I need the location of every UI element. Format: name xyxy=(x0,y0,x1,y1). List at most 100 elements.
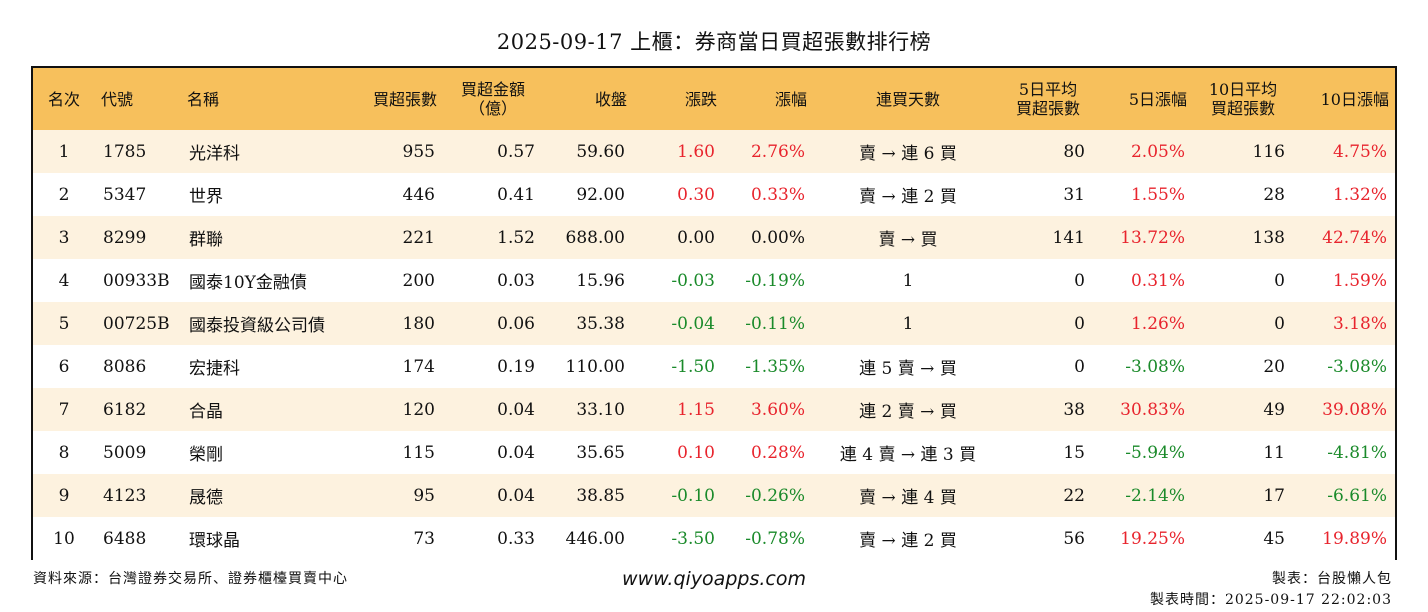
header-pct: 漲幅 xyxy=(774,89,807,109)
cell-streak: 賣 → 連 4 買 xyxy=(859,488,957,508)
cell-change: -3.50 xyxy=(671,528,715,549)
cell-code: 8299 xyxy=(103,227,147,248)
cell-pct: 0.00% xyxy=(750,227,805,248)
cell-avg5: 0 xyxy=(1074,356,1085,377)
cell-pct5: 1.26% xyxy=(1130,313,1185,334)
table-body: 1 1785 光洋科 955 0.57 59.60 1.60 2.76% 賣 → 連 6 買 80… xyxy=(33,130,1395,560)
cell-amount: 0.04 xyxy=(497,399,535,420)
header-change: 漲跌 xyxy=(684,89,717,109)
cell-avg10: 138 xyxy=(1252,227,1285,248)
cell-pct: 0.33% xyxy=(750,184,805,205)
ranking-table: 名次 代號 名稱 買超張數 買超金額 （億） 收盤 漲跌 漲幅 連買天數 5日平… xyxy=(33,68,1395,560)
cell-pct5: 0.31% xyxy=(1130,270,1185,291)
cell-pct: -1.35% xyxy=(745,356,805,377)
cell-close: 92.00 xyxy=(576,184,625,205)
cell-avg5: 80 xyxy=(1063,141,1085,162)
cell-amount: 0.06 xyxy=(497,313,535,334)
cell-close: 35.38 xyxy=(576,313,625,334)
website-link[interactable]: www.qiyoapps.com xyxy=(622,568,806,590)
cell-change: 0.10 xyxy=(677,442,715,463)
cell-net-buy: 115 xyxy=(402,442,435,463)
cell-net-buy: 221 xyxy=(402,227,435,248)
cell-pct10: 1.32% xyxy=(1332,184,1387,205)
cell-amount: 0.41 xyxy=(497,184,535,205)
cell-code: 1785 xyxy=(103,141,147,162)
data-source: 資料來源：台灣證券交易所、證券櫃檯買賣中心 xyxy=(33,571,348,587)
cell-pct: -0.26% xyxy=(745,485,805,506)
header-close: 收盤 xyxy=(594,89,627,109)
cell-net-buy: 955 xyxy=(402,141,435,162)
cell-avg5: 56 xyxy=(1063,528,1085,549)
cell-streak: 賣 → 連 2 買 xyxy=(859,531,957,551)
cell-rank: 7 xyxy=(58,399,70,420)
cell-close: 33.10 xyxy=(576,399,625,420)
cell-rank: 6 xyxy=(58,356,70,377)
cell-streak: 賣 → 買 xyxy=(878,230,938,250)
cell-amount: 0.03 xyxy=(497,270,535,291)
cell-streak: 1 xyxy=(902,313,914,334)
cell-pct: -0.19% xyxy=(745,270,805,291)
cell-pct10: -4.81% xyxy=(1327,442,1387,463)
cell-change: -0.10 xyxy=(671,485,715,506)
cell-avg10: 0 xyxy=(1274,270,1285,291)
cell-name: 合晶 xyxy=(189,402,223,422)
cell-avg5: 0 xyxy=(1074,313,1085,334)
cell-change: -0.03 xyxy=(671,270,715,291)
header-pct10: 10日漲幅 xyxy=(1320,89,1389,109)
cell-pct10: -3.08% xyxy=(1327,356,1387,377)
table-row: 10 6488 環球晶 73 0.33 446.00 -3.50 -0.78% 賣 → 連 2 … xyxy=(33,517,1395,560)
table-row: 5 00725B 國泰投資級公司債 180 0.06 35.38 -0.04 -0.11% 1 0… xyxy=(33,302,1395,345)
cell-net-buy: 446 xyxy=(402,184,435,205)
cell-avg5: 31 xyxy=(1063,184,1085,205)
cell-pct10: 1.59% xyxy=(1332,270,1387,291)
cell-streak: 賣 → 連 6 買 xyxy=(859,144,957,164)
cell-code: 00725B xyxy=(103,313,170,334)
cell-avg5: 0 xyxy=(1074,270,1085,291)
table-row: 6 8086 宏捷科 174 0.19 110.00 -1.50 -1.35% 連 5 賣 → … xyxy=(33,345,1395,388)
table-row: 8 5009 榮剛 115 0.04 35.65 0.10 0.28% 連 4 賣 → 連 3 … xyxy=(33,431,1395,474)
cell-amount: 0.33 xyxy=(497,528,535,549)
cell-name: 晟德 xyxy=(189,488,223,508)
table-header-row: 名次 代號 名稱 買超張數 買超金額 （億） 收盤 漲跌 漲幅 連買天數 5日平… xyxy=(33,68,1395,130)
cell-net-buy: 174 xyxy=(402,356,435,377)
cell-avg5: 15 xyxy=(1063,442,1085,463)
cell-close: 15.96 xyxy=(576,270,625,291)
cell-avg5: 22 xyxy=(1063,485,1085,506)
page-title: 2025-09-17 上櫃：券商當日買超張數排行榜 xyxy=(496,30,932,54)
cell-avg5: 141 xyxy=(1052,227,1085,248)
cell-streak: 連 4 賣 → 連 3 買 xyxy=(839,445,977,465)
cell-pct: 2.76% xyxy=(750,141,805,162)
cell-avg10: 45 xyxy=(1263,528,1285,549)
cell-name: 群聯 xyxy=(189,230,223,250)
cell-pct10: -6.61% xyxy=(1327,485,1387,506)
cell-rank: 4 xyxy=(58,270,70,291)
cell-rank: 1 xyxy=(58,141,70,162)
cell-rank: 5 xyxy=(58,313,70,334)
cell-streak: 賣 → 連 2 買 xyxy=(859,187,957,207)
table-row: 4 00933B 國泰10Y金融債 200 0.03 15.96 -0.03 -0.19% 1 0… xyxy=(33,259,1395,302)
cell-pct5: 30.83% xyxy=(1120,399,1185,420)
cell-pct5: -5.94% xyxy=(1125,442,1185,463)
cell-name: 國泰投資級公司債 xyxy=(189,316,325,336)
cell-avg10: 28 xyxy=(1263,184,1285,205)
cell-name: 世界 xyxy=(189,187,223,207)
cell-rank: 2 xyxy=(58,184,70,205)
table-row: 1 1785 光洋科 955 0.57 59.60 1.60 2.76% 賣 → 連 6 買 80… xyxy=(33,130,1395,173)
cell-net-buy: 200 xyxy=(402,270,435,291)
cell-pct10: 39.08% xyxy=(1322,399,1387,420)
cell-change: 1.15 xyxy=(677,399,715,420)
cell-rank: 3 xyxy=(58,227,70,248)
cell-close: 59.60 xyxy=(576,141,625,162)
cell-close: 110.00 xyxy=(565,356,625,377)
cell-close: 38.85 xyxy=(576,485,625,506)
cell-change: 1.60 xyxy=(677,141,715,162)
cell-pct: -0.78% xyxy=(745,528,805,549)
cell-streak: 連 5 賣 → 買 xyxy=(859,359,957,379)
cell-avg10: 0 xyxy=(1274,313,1285,334)
cell-name: 榮剛 xyxy=(189,445,223,465)
cell-code: 5009 xyxy=(103,442,147,463)
cell-pct: -0.11% xyxy=(745,313,805,334)
cell-pct5: -2.14% xyxy=(1125,485,1185,506)
cell-code: 6488 xyxy=(103,528,147,549)
cell-pct5: 2.05% xyxy=(1130,141,1185,162)
